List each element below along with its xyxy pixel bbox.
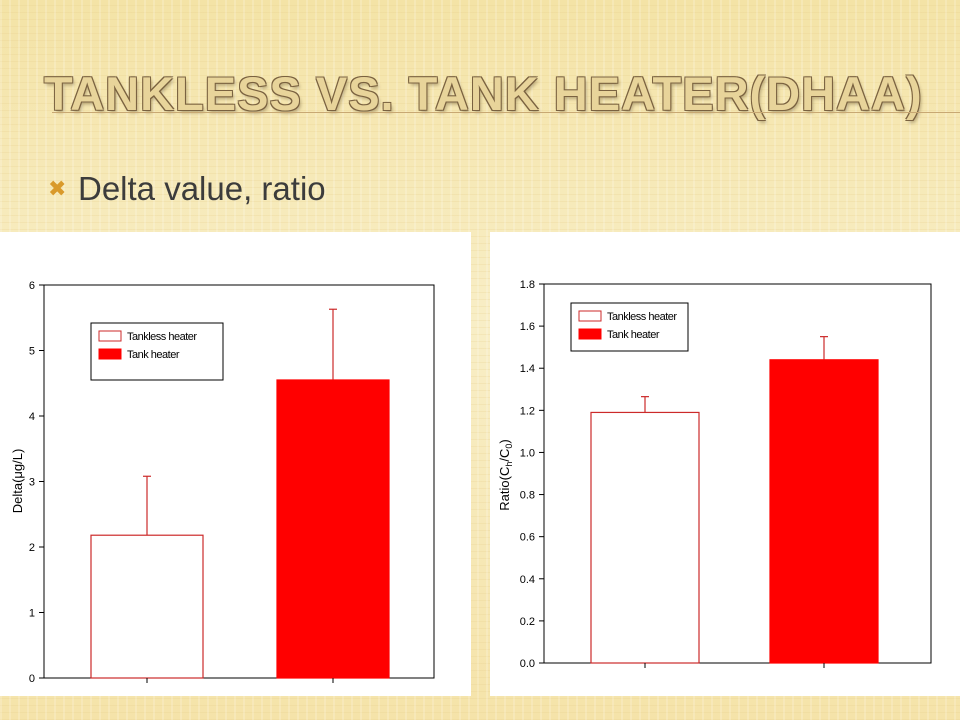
bar-tankless-heater bbox=[590, 411, 700, 664]
y-tick-label: 1.4 bbox=[520, 363, 535, 375]
legend-label: Tank heater bbox=[607, 329, 660, 341]
y-tick-label: 1.0 bbox=[520, 447, 535, 459]
bullet-item: ✖ Delta value, ratio bbox=[48, 170, 326, 208]
y-tick-label: 6 bbox=[29, 280, 35, 292]
legend-swatch-tank-heater bbox=[578, 328, 602, 340]
bar-tankless-heater bbox=[90, 534, 204, 679]
y-tick-label: 4 bbox=[29, 411, 35, 423]
y-tick-label: 0 bbox=[29, 673, 35, 685]
y-tick-label: 1 bbox=[29, 608, 35, 620]
y-tick-label: 1.8 bbox=[520, 279, 535, 291]
x-mark-bullet-icon: ✖ bbox=[48, 176, 67, 201]
delta-bar-chart: 0 1 2 3 4 5 6 Tankless heater Tank heater Delta(μ… bbox=[10, 280, 435, 685]
legend-swatch-tankless-heater bbox=[578, 310, 602, 322]
bar-tank-heater bbox=[276, 379, 390, 679]
y-axis-label-part: 0 bbox=[504, 444, 514, 449]
y-tick-label: 0.2 bbox=[520, 616, 535, 628]
title-divider bbox=[52, 112, 960, 113]
y-tick-label: 1.6 bbox=[520, 321, 535, 333]
legend-label: Tank heater bbox=[127, 349, 180, 361]
y-tick-label: 2 bbox=[29, 542, 35, 554]
legend-label: Tankless heater bbox=[127, 331, 197, 343]
bar-tank-heater bbox=[769, 359, 879, 664]
legend-swatch-tank-heater bbox=[98, 348, 122, 360]
y-axis-label-part: Ratio(C bbox=[497, 467, 512, 511]
plot-frame bbox=[543, 283, 932, 664]
y-tick-label: 5 bbox=[29, 346, 35, 358]
y-axis-label-part: ) bbox=[497, 439, 512, 443]
y-tick-label: 0.8 bbox=[520, 490, 535, 502]
y-axis-label-part: h bbox=[504, 462, 514, 467]
delta-chart-panel: 0 1 2 3 4 5 6 Tankless heater Tank heater Delta(μ… bbox=[0, 232, 471, 696]
y-axis-label: Ratio(Ch/C0) bbox=[497, 439, 514, 510]
y-tick-label: 1.2 bbox=[520, 405, 535, 417]
y-tick-label: 0.0 bbox=[520, 658, 535, 670]
y-tick-label: 0.4 bbox=[520, 574, 535, 586]
y-tick-label: 0.6 bbox=[520, 532, 535, 544]
bullet-text: Delta value, ratio bbox=[78, 170, 326, 207]
legend-swatch-tankless-heater bbox=[98, 330, 122, 342]
ratio-chart-panel: 0.0 0.2 0.4 0.6 0.8 1.0 1.2 1.4 1.6 1.8 Tankless h… bbox=[490, 232, 960, 696]
y-axis-label: Delta(μg/L) bbox=[10, 449, 25, 514]
y-axis-label-part: /C bbox=[497, 449, 512, 462]
y-tick-label: 3 bbox=[29, 477, 35, 489]
legend-label: Tankless heater bbox=[607, 311, 677, 323]
slide-title: TANKLESS VS. TANK HEATER(DHAA) bbox=[44, 67, 923, 120]
ratio-bar-chart: 0.0 0.2 0.4 0.6 0.8 1.0 1.2 1.4 1.6 1.8 Tankless h… bbox=[497, 279, 932, 670]
